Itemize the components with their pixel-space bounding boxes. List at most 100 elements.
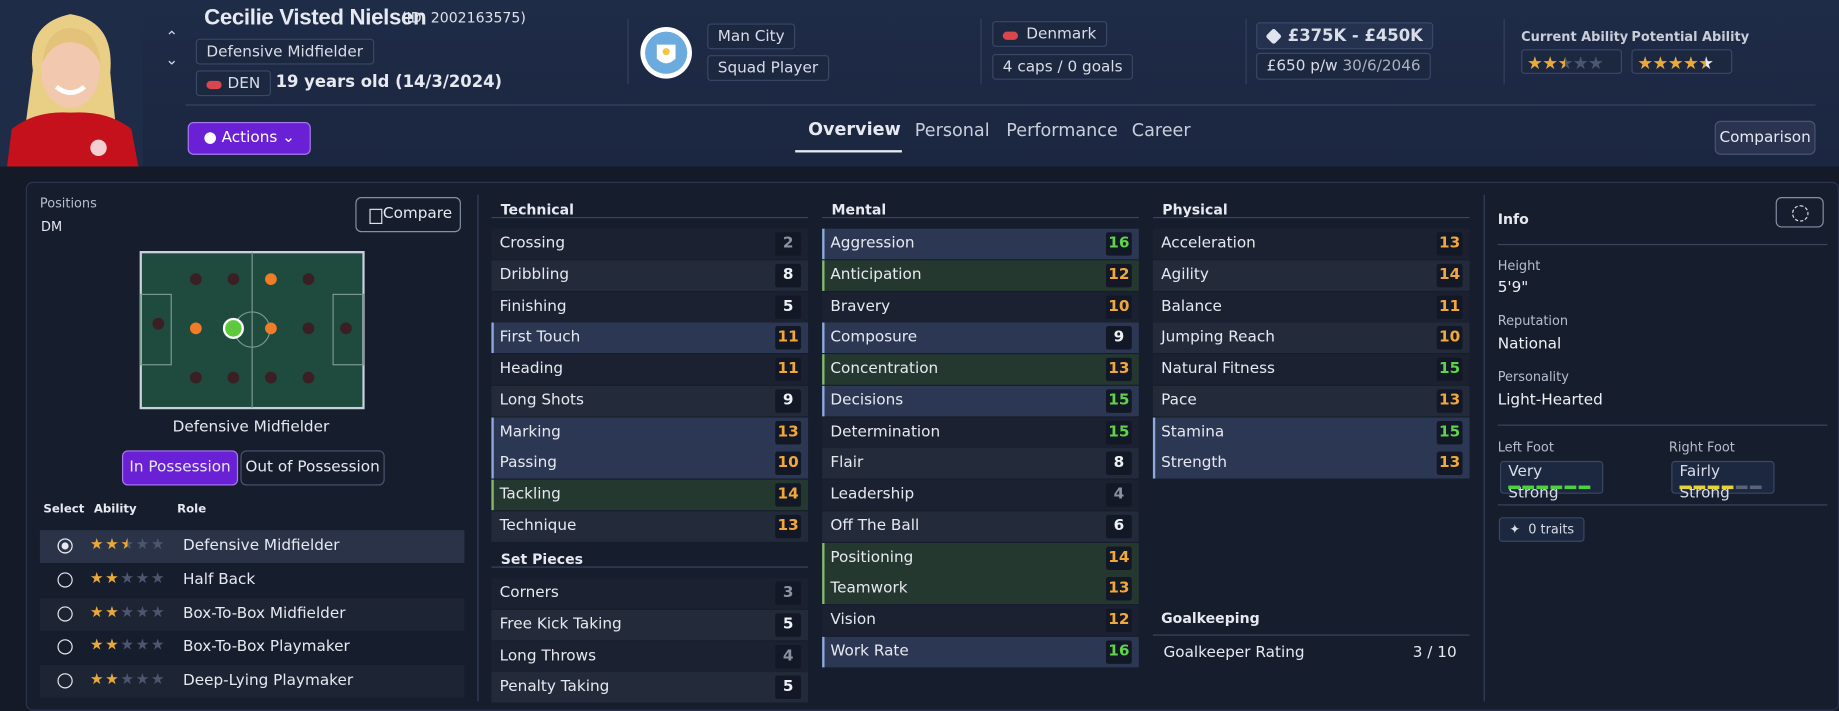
star: ★: [89, 671, 104, 689]
attribute-name: Strength: [1161, 454, 1228, 472]
star: ★: [135, 637, 150, 655]
compare-label: Compare: [382, 205, 453, 223]
actions-label: Actions: [221, 129, 278, 147]
toggle-on[interactable]: In Possession: [121, 450, 239, 486]
attribute-value: 12: [1105, 608, 1132, 633]
attribute-value: 4: [775, 644, 802, 668]
role-row[interactable]: ★ ★ ★ ★ ★ Box-To-Box Playmaker: [39, 631, 465, 665]
role-stars: ★ ★ ★ ★ ★: [89, 570, 165, 588]
attribute-value: 12: [1105, 263, 1132, 288]
player-photo: [0, 0, 144, 167]
attribute-value: 10: [775, 451, 802, 476]
attribute-row: Teamwork 13: [822, 573, 1139, 605]
radio: [57, 572, 73, 588]
info-label: Right Foot: [1668, 439, 1735, 456]
contract: 30/6/2046: [1342, 57, 1421, 76]
positions-title: Positions: [39, 195, 97, 212]
attribute-row: Technique 13: [491, 511, 809, 542]
attribute-name: Teamwork: [830, 579, 908, 598]
star: ★: [1637, 52, 1654, 74]
tab[interactable]: Overview: [808, 118, 901, 140]
star: ★: [105, 637, 119, 655]
club-chip[interactable]: Man City: [707, 23, 796, 50]
star: ★: [89, 603, 104, 622]
gk-value: 3 / 10: [1412, 643, 1457, 662]
section-title: Goalkeeping: [1161, 609, 1260, 627]
attribute-value: 5: [775, 294, 802, 319]
ca-label: Current Ability: [1521, 29, 1629, 45]
attribute-value: 16: [1105, 640, 1132, 664]
tab[interactable]: Career: [1131, 119, 1191, 141]
pa-label: Potential Ability: [1631, 29, 1750, 45]
separator: [1483, 194, 1485, 702]
up-arrow[interactable]: ⌃: [165, 29, 179, 47]
attribute-value: 2: [775, 232, 802, 256]
pitch[interactable]: [139, 250, 365, 410]
attribute-value: 8: [1105, 451, 1132, 476]
info-button[interactable]: [1775, 197, 1824, 228]
comparison-button[interactable]: Comparison: [1714, 120, 1816, 155]
toggle-off[interactable]: Out of Possession: [240, 450, 385, 486]
ca-stars: ★★★★★: [1527, 50, 1604, 76]
attribute-row: Agility 14: [1152, 260, 1470, 291]
actions-button[interactable]: ● Actions ⌄: [187, 121, 311, 155]
role-row[interactable]: ★ ★ ★ ★ ★ Defensive Midfielder: [39, 530, 465, 563]
separator: [1503, 18, 1505, 85]
attribute-name: Work Rate: [830, 642, 909, 661]
compare-button[interactable]: Compare: [355, 197, 461, 233]
star: ★: [105, 671, 119, 689]
star: ★: [135, 603, 150, 622]
info-value: Light-Hearted: [1497, 391, 1603, 410]
attribute-name: Balance: [1161, 297, 1222, 315]
foot-bar: [1721, 485, 1734, 490]
country-chip[interactable]: Denmark: [992, 21, 1107, 47]
tab[interactable]: Personal: [914, 119, 990, 141]
column-header: Ability: [93, 503, 137, 517]
role-stars: ★ ★ ★ ★ ★: [89, 637, 165, 655]
foot-box: Fairly Strong: [1671, 460, 1775, 502]
star: ★: [120, 569, 135, 588]
star: ★: [1542, 52, 1559, 74]
foot-bar: [1679, 485, 1692, 490]
attribute-row: Natural Fitness 15: [1152, 354, 1470, 385]
attribute-row: Determination 15: [822, 416, 1139, 448]
role-name: Box-To-Box Midfielder: [182, 604, 346, 623]
attribute-value: 10: [1436, 326, 1463, 350]
star: ★: [1572, 52, 1589, 74]
caps-chip: 4 caps / 0 goals: [992, 53, 1134, 80]
attribute-row: Marking 13: [491, 416, 809, 448]
attribute-value: 5: [775, 675, 802, 700]
rule: [1497, 504, 1828, 506]
star: ★: [135, 535, 150, 554]
traits-button[interactable]: ✦ 0 traits: [1498, 517, 1585, 542]
attribute-row: Dribbling 8: [491, 260, 809, 291]
attribute-value: 11: [1436, 294, 1463, 319]
column-header: Role: [177, 503, 207, 517]
value: £375K - £450K: [1287, 26, 1423, 46]
ca-box: ★★★★★: [1521, 49, 1623, 76]
star: ★: [89, 637, 104, 655]
attribute-name: Heading: [499, 360, 564, 378]
attribute-row: Off The Ball 6: [822, 511, 1139, 542]
role-row[interactable]: ★ ★ ★ ★ ★ Half Back: [39, 563, 465, 597]
attribute-row: Crossing 2: [491, 228, 809, 260]
nation-chip: DEN: [195, 70, 271, 97]
flag: [206, 80, 222, 90]
attribute-row: Penalty Taking 5: [491, 672, 809, 703]
attribute-row: Concentration 13: [822, 354, 1139, 385]
tab[interactable]: Performance: [1006, 119, 1118, 141]
down-arrow[interactable]: ⌄: [165, 51, 179, 70]
info-label: Height: [1497, 258, 1541, 274]
role-row[interactable]: ★ ★ ★ ★ ★ Deep-Lying Playmaker: [39, 665, 465, 699]
attribute-row: Strength 13: [1152, 448, 1470, 479]
attribute-row: Free Kick Taking 5: [491, 609, 809, 641]
foot-bar: [1508, 485, 1520, 490]
attribute-name: Free Kick Taking: [499, 615, 622, 634]
foot-bar: [1693, 485, 1706, 490]
info-label: Reputation: [1497, 313, 1569, 329]
section-title: Set Pieces: [500, 551, 584, 568]
role-stars: ★ ★ ★ ★ ★: [89, 671, 165, 689]
role-name: Box-To-Box Playmaker: [182, 638, 350, 657]
attribute-name: First Touch: [499, 328, 581, 347]
role-row[interactable]: ★ ★ ★ ★ ★ Box-To-Box Midfielder: [39, 597, 465, 631]
